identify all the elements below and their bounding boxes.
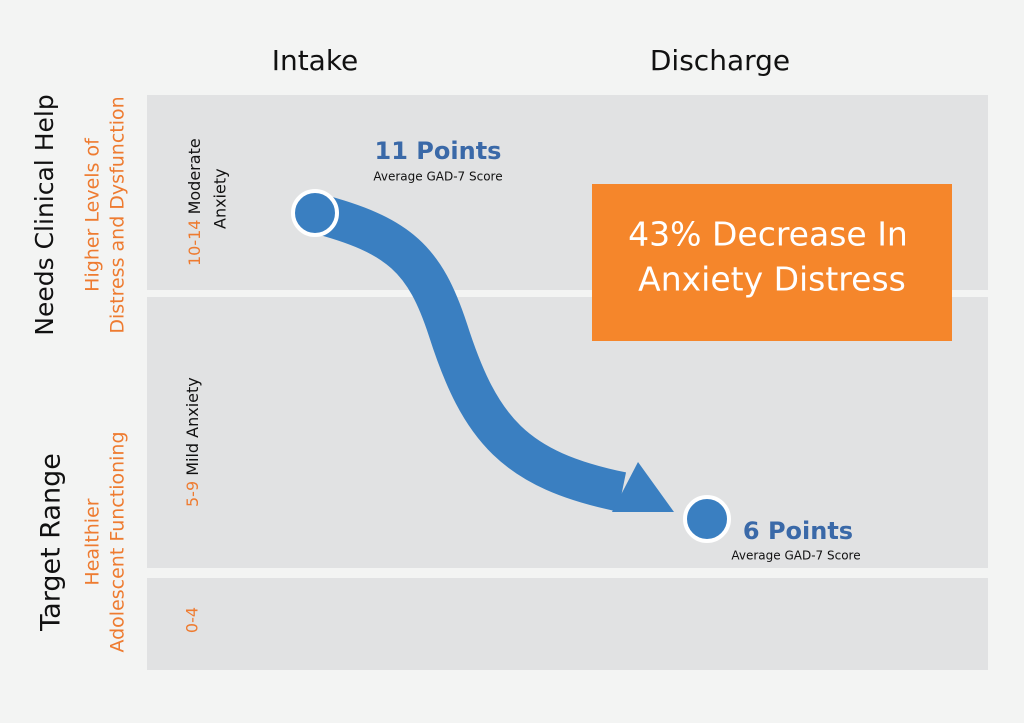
group-description: Higher Levels of [82, 137, 104, 292]
band-low [147, 578, 988, 670]
arrow-head [612, 462, 674, 512]
discharge-marker [683, 495, 731, 543]
column-header: Discharge [650, 44, 790, 77]
callout-box [592, 184, 952, 341]
band-name: Mild Anxiety [183, 377, 202, 476]
intake-marker [291, 189, 339, 237]
group-description: Distress and Dysfunction [107, 96, 129, 333]
band-range: 5-9 [183, 481, 202, 507]
callout-text: Anxiety Distress [638, 260, 906, 299]
band-label: 5-9 Mild Anxiety [183, 377, 202, 507]
group-description: Healthier [82, 498, 104, 585]
band-label: 10-14 Moderate [185, 138, 204, 266]
group-label: Needs Clinical Help [30, 94, 59, 335]
band-name: Anxiety [211, 168, 230, 229]
band-range: 10-14 [185, 220, 204, 267]
band-range: 0-4 [183, 607, 202, 633]
callout-text: 43% Decrease In [628, 215, 908, 254]
group-label: Target Range [36, 453, 67, 632]
band-name: Moderate [185, 138, 204, 214]
discharge-caption: Average GAD-7 Score [731, 549, 860, 563]
band-mid [147, 297, 988, 568]
group-description: Adolescent Functioning [107, 431, 129, 652]
discharge-score: 6 Points [743, 517, 853, 545]
arrow [309, 193, 627, 512]
intake-score: 11 Points [375, 137, 502, 165]
intake-caption: Average GAD-7 Score [373, 170, 502, 184]
column-header: Intake [272, 44, 359, 77]
